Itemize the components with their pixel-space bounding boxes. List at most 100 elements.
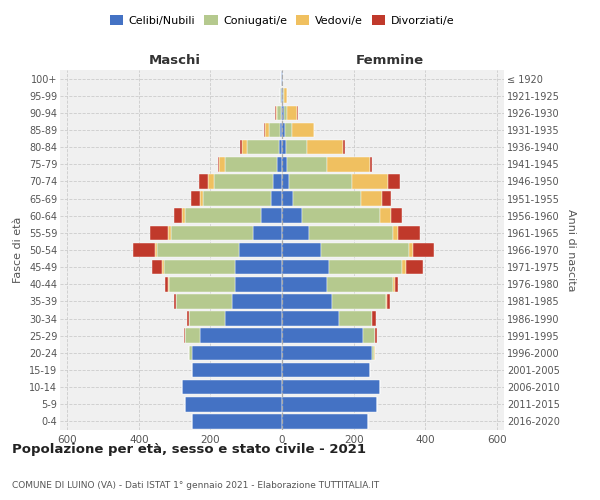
Bar [292, 122, 314, 138]
Bar [286, 140, 307, 154]
Bar [282, 106, 284, 120]
Bar [283, 88, 284, 103]
Bar [406, 260, 424, 274]
Bar [239, 242, 282, 258]
Y-axis label: Anni di nascita: Anni di nascita [566, 209, 577, 291]
Bar [191, 192, 200, 206]
Bar [168, 226, 171, 240]
Bar [265, 122, 269, 138]
Bar [352, 174, 388, 188]
Bar [200, 192, 203, 206]
Bar [402, 260, 406, 274]
Text: Femmine: Femmine [355, 54, 424, 66]
Bar [282, 88, 283, 103]
Bar [192, 362, 193, 378]
Bar [232, 294, 282, 308]
Bar [282, 362, 370, 378]
Bar [187, 312, 188, 326]
Bar [409, 242, 413, 258]
Bar [282, 192, 293, 206]
Bar [253, 226, 282, 240]
Bar [362, 328, 375, 343]
Text: Maschi: Maschi [149, 54, 200, 66]
Bar [287, 106, 298, 120]
Bar [220, 157, 225, 172]
Bar [133, 242, 155, 258]
Bar [289, 174, 352, 188]
Bar [282, 72, 283, 86]
Bar [329, 260, 402, 274]
Bar [269, 122, 280, 138]
Bar [235, 277, 282, 291]
Bar [282, 294, 332, 308]
Bar [277, 106, 281, 120]
Bar [361, 192, 382, 206]
Bar [282, 346, 371, 360]
Bar [282, 328, 362, 343]
Bar [387, 294, 391, 308]
Bar [235, 260, 282, 274]
Bar [157, 242, 239, 258]
Bar [388, 174, 400, 188]
Bar [281, 106, 282, 120]
Bar [372, 312, 376, 326]
Bar [393, 226, 398, 240]
Bar [164, 260, 235, 274]
Bar [398, 226, 420, 240]
Bar [277, 157, 282, 172]
Bar [282, 414, 368, 428]
Bar [339, 312, 371, 326]
Bar [271, 192, 282, 206]
Bar [171, 226, 253, 240]
Bar [189, 312, 225, 326]
Bar [152, 260, 163, 274]
Bar [241, 140, 242, 154]
Bar [169, 277, 235, 291]
Bar [185, 208, 260, 223]
Bar [193, 414, 282, 428]
Bar [260, 208, 282, 223]
Bar [281, 88, 282, 103]
Bar [284, 106, 287, 120]
Bar [176, 294, 232, 308]
Bar [282, 122, 285, 138]
Bar [282, 242, 322, 258]
Bar [371, 346, 374, 360]
Bar [382, 192, 391, 206]
Bar [376, 328, 377, 343]
Bar [293, 192, 361, 206]
Bar [391, 208, 402, 223]
Bar [370, 157, 371, 172]
Bar [173, 208, 182, 223]
Bar [282, 380, 380, 394]
Bar [332, 294, 386, 308]
Bar [282, 140, 286, 154]
Bar [275, 106, 277, 120]
Bar [281, 72, 282, 86]
Bar [203, 192, 271, 206]
Bar [150, 226, 168, 240]
Bar [163, 260, 164, 274]
Bar [165, 277, 169, 291]
Bar [218, 157, 220, 172]
Bar [309, 226, 393, 240]
Bar [413, 242, 434, 258]
Bar [282, 277, 327, 291]
Bar [307, 140, 343, 154]
Bar [380, 208, 391, 223]
Bar [282, 226, 309, 240]
Bar [279, 140, 282, 154]
Text: Popolazione per età, sesso e stato civile - 2021: Popolazione per età, sesso e stato civil… [12, 442, 366, 456]
Bar [182, 208, 185, 223]
Bar [225, 312, 282, 326]
Bar [273, 174, 282, 188]
Bar [200, 328, 282, 343]
Bar [284, 88, 287, 103]
Bar [199, 174, 208, 188]
Bar [327, 277, 393, 291]
Bar [282, 208, 302, 223]
Bar [287, 157, 327, 172]
Bar [393, 277, 395, 291]
Bar [280, 122, 282, 138]
Bar [208, 174, 214, 188]
